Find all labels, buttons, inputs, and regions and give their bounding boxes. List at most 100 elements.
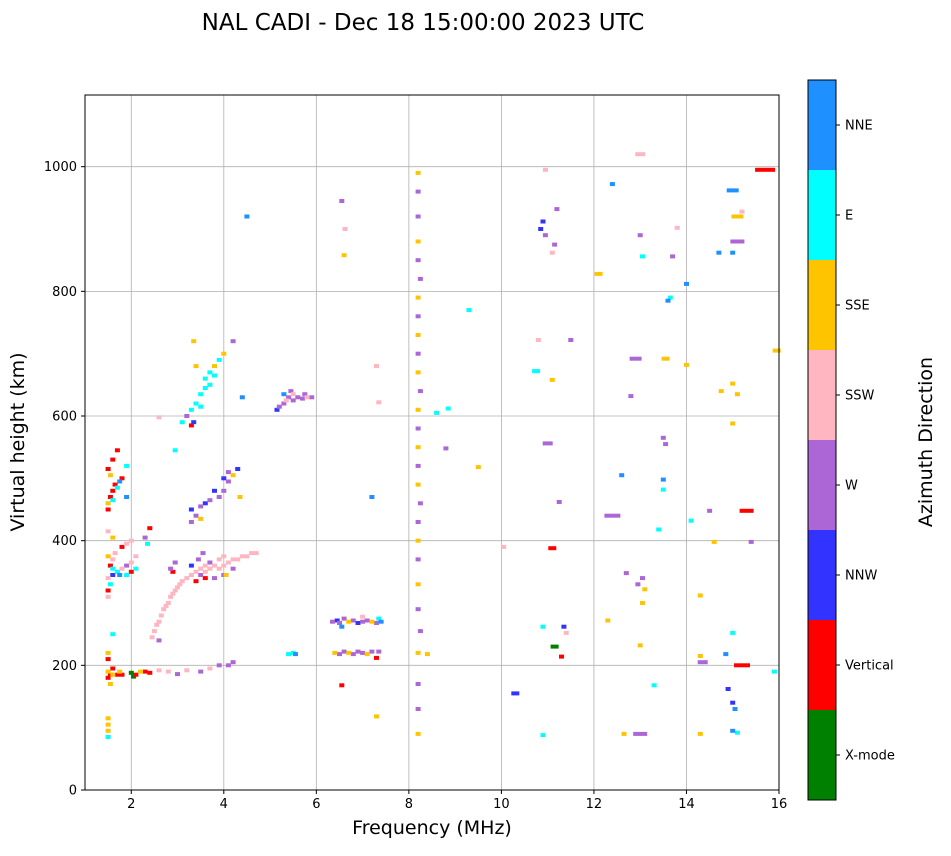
scatter-point [221, 563, 227, 568]
scatter-point [147, 670, 153, 675]
scatter-point [376, 616, 382, 621]
scatter-point [202, 386, 208, 390]
scatter-point [734, 392, 740, 397]
scatter-point [697, 660, 708, 665]
scatter-point [195, 557, 201, 562]
scatter-point [535, 338, 541, 342]
scatter-point [283, 398, 289, 403]
scatter-point [532, 369, 541, 374]
scatter-point [707, 508, 713, 513]
scatter-point [119, 476, 125, 481]
scatter-point [415, 170, 421, 175]
scatter-point [415, 520, 421, 524]
scatter-point [350, 618, 356, 623]
scatter-point [133, 566, 139, 571]
scatter-point [128, 569, 134, 574]
scatter-point [156, 668, 162, 673]
scatter-point [660, 477, 666, 482]
scatter-point [221, 351, 227, 356]
y-tick-label: 400 [52, 534, 77, 549]
scatter-point [633, 731, 648, 736]
x-tick-label: 10 [493, 797, 510, 812]
scatter-point [337, 652, 342, 657]
scatter-point [119, 672, 125, 677]
scatter-point [663, 442, 669, 447]
scatter-point [651, 683, 657, 688]
scatter-point [542, 167, 548, 172]
scatter-point [105, 501, 111, 506]
scatter-point [660, 487, 666, 492]
scatter-point [117, 479, 123, 484]
scatter-point [161, 607, 167, 612]
scatter-point [376, 400, 382, 405]
scatter-point [334, 618, 340, 623]
scatter-point [540, 624, 546, 629]
scatter-point [609, 182, 615, 187]
scatter-point [239, 554, 245, 559]
scatter-point [105, 675, 111, 680]
scatter-point [342, 227, 348, 231]
scatter-point [726, 188, 739, 193]
scatter-point [230, 660, 236, 665]
scatter-point [225, 479, 231, 484]
scatter-point [117, 573, 123, 577]
scatter-point [216, 557, 222, 562]
chart-title: NAL CADI - Dec 18 15:00:00 2023 UTC [202, 10, 645, 36]
scatter-point [202, 576, 208, 581]
colorbar-category-label: SSW [845, 389, 875, 404]
plot-border [84, 94, 780, 791]
scatter-point [200, 551, 206, 556]
colorbar-segment-w [808, 440, 836, 530]
scatter-point [110, 566, 116, 571]
scatter-point [415, 463, 421, 468]
scatter-point [188, 423, 194, 428]
scatter-point [244, 554, 250, 559]
scatter-point [207, 560, 213, 565]
scatter-point [415, 351, 421, 356]
scatter-point [656, 527, 662, 532]
scatter-point [207, 566, 213, 571]
scatter-point [415, 333, 421, 337]
scatter-point [212, 373, 217, 378]
scatter-point [330, 619, 335, 624]
scatter-point [771, 669, 777, 674]
x-tick-label: 8 [405, 797, 413, 812]
scatter-point [374, 621, 379, 625]
scatter-point [309, 395, 315, 400]
series-vertical [105, 167, 776, 688]
scatter-point [198, 573, 204, 577]
scatter-point [124, 541, 130, 546]
scatter-point [725, 687, 731, 691]
scatter-point [154, 622, 160, 627]
scatter-point [198, 566, 204, 571]
scatter-point [540, 733, 546, 738]
scatter-point [198, 669, 204, 674]
scatter-point [105, 576, 111, 581]
scatter-point [374, 655, 379, 660]
scatter-point [415, 189, 421, 194]
scatter-point [212, 576, 217, 581]
scatter-point [202, 563, 208, 568]
scatter-point [415, 731, 421, 736]
y-axis-label: Virtual height (km) [7, 352, 29, 531]
scatter-point [772, 348, 781, 353]
scatter-point [734, 663, 750, 668]
scatter-point [415, 538, 421, 543]
scatter-point [168, 594, 174, 599]
scatter-point [346, 650, 352, 655]
scatter-point [105, 669, 111, 674]
colorbar-category-label: Vertical [845, 659, 894, 674]
scatter-point [119, 566, 125, 571]
scatter-point [133, 672, 139, 677]
scatter-point [253, 551, 259, 556]
scatter-point [670, 254, 676, 259]
scatter-point [230, 557, 236, 562]
colorbar-category-label: X-mode [845, 749, 895, 764]
scatter-point [684, 362, 689, 367]
scatter-point [114, 569, 120, 574]
scatter-point [191, 420, 197, 425]
scatter-point [360, 650, 366, 655]
scatter-point [105, 722, 111, 727]
scatter-point [417, 629, 423, 634]
scatter-point [341, 616, 347, 621]
